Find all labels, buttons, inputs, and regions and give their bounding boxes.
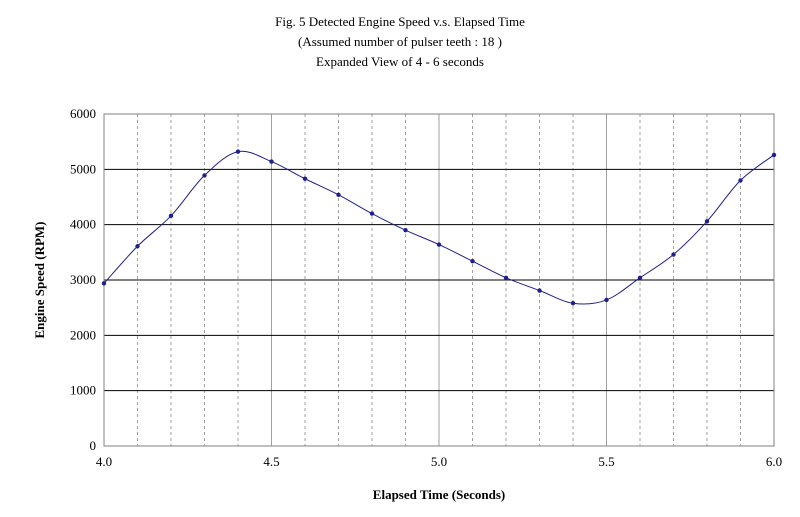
- data-point: [570, 301, 576, 306]
- data-point: [436, 242, 442, 247]
- data-point: [101, 281, 107, 286]
- data-point: [269, 159, 274, 164]
- data-point: [738, 178, 743, 183]
- y-axis-title: Engine Speed (RPM): [32, 222, 47, 339]
- data-point: [671, 252, 676, 257]
- plot-area-frame: [103, 113, 775, 447]
- y-tick-label: 2000: [70, 327, 96, 342]
- chart-subtitle-line-2: Expanded View of 4 - 6 seconds: [316, 54, 484, 69]
- y-axis-ticks: 0 1000 2000 3000 4000 5000 6000: [70, 106, 96, 453]
- data-point: [604, 297, 609, 303]
- data-point: [537, 288, 542, 293]
- chart-title: Fig. 5 Detected Engine Speed v.s. Elapse…: [275, 14, 525, 29]
- data-point: [235, 149, 241, 154]
- x-axis-title: Elapsed Time (Seconds): [373, 487, 505, 502]
- data-point: [503, 275, 509, 280]
- data-point: [470, 258, 475, 264]
- y-tick-label: 4000: [70, 217, 96, 232]
- data-point: [135, 244, 140, 249]
- y-tick-label: 3000: [70, 272, 96, 287]
- data-point: [168, 213, 174, 219]
- x-tick-label: 5.5: [598, 454, 614, 469]
- data-point: [336, 192, 341, 197]
- y-tick-label: 1000: [70, 383, 96, 398]
- x-tick-label: 6.0: [766, 454, 782, 469]
- data-point: [403, 228, 408, 233]
- series-markers: [101, 149, 777, 306]
- x-tick-label: 5.0: [431, 454, 447, 469]
- data-point: [202, 173, 207, 178]
- data-point: [771, 152, 777, 158]
- chart-title-block: Fig. 5 Detected Engine Speed v.s. Elapse…: [0, 12, 800, 72]
- x-tick-label: 4.0: [96, 454, 112, 469]
- y-tick-label: 5000: [70, 161, 96, 176]
- data-point: [369, 211, 375, 216]
- data-point: [302, 176, 308, 181]
- x-axis-ticks: 4.0 4.5 5.0 5.5 6.0: [96, 454, 782, 469]
- data-point: [637, 275, 643, 280]
- y-tick-label: 6000: [70, 106, 96, 121]
- x-tick-label: 4.5: [263, 454, 279, 469]
- data-point: [704, 219, 710, 224]
- y-tick-label: 0: [90, 438, 97, 453]
- chart-subtitle-line-1: (Assumed number of pulser teeth : 18 ): [298, 34, 502, 49]
